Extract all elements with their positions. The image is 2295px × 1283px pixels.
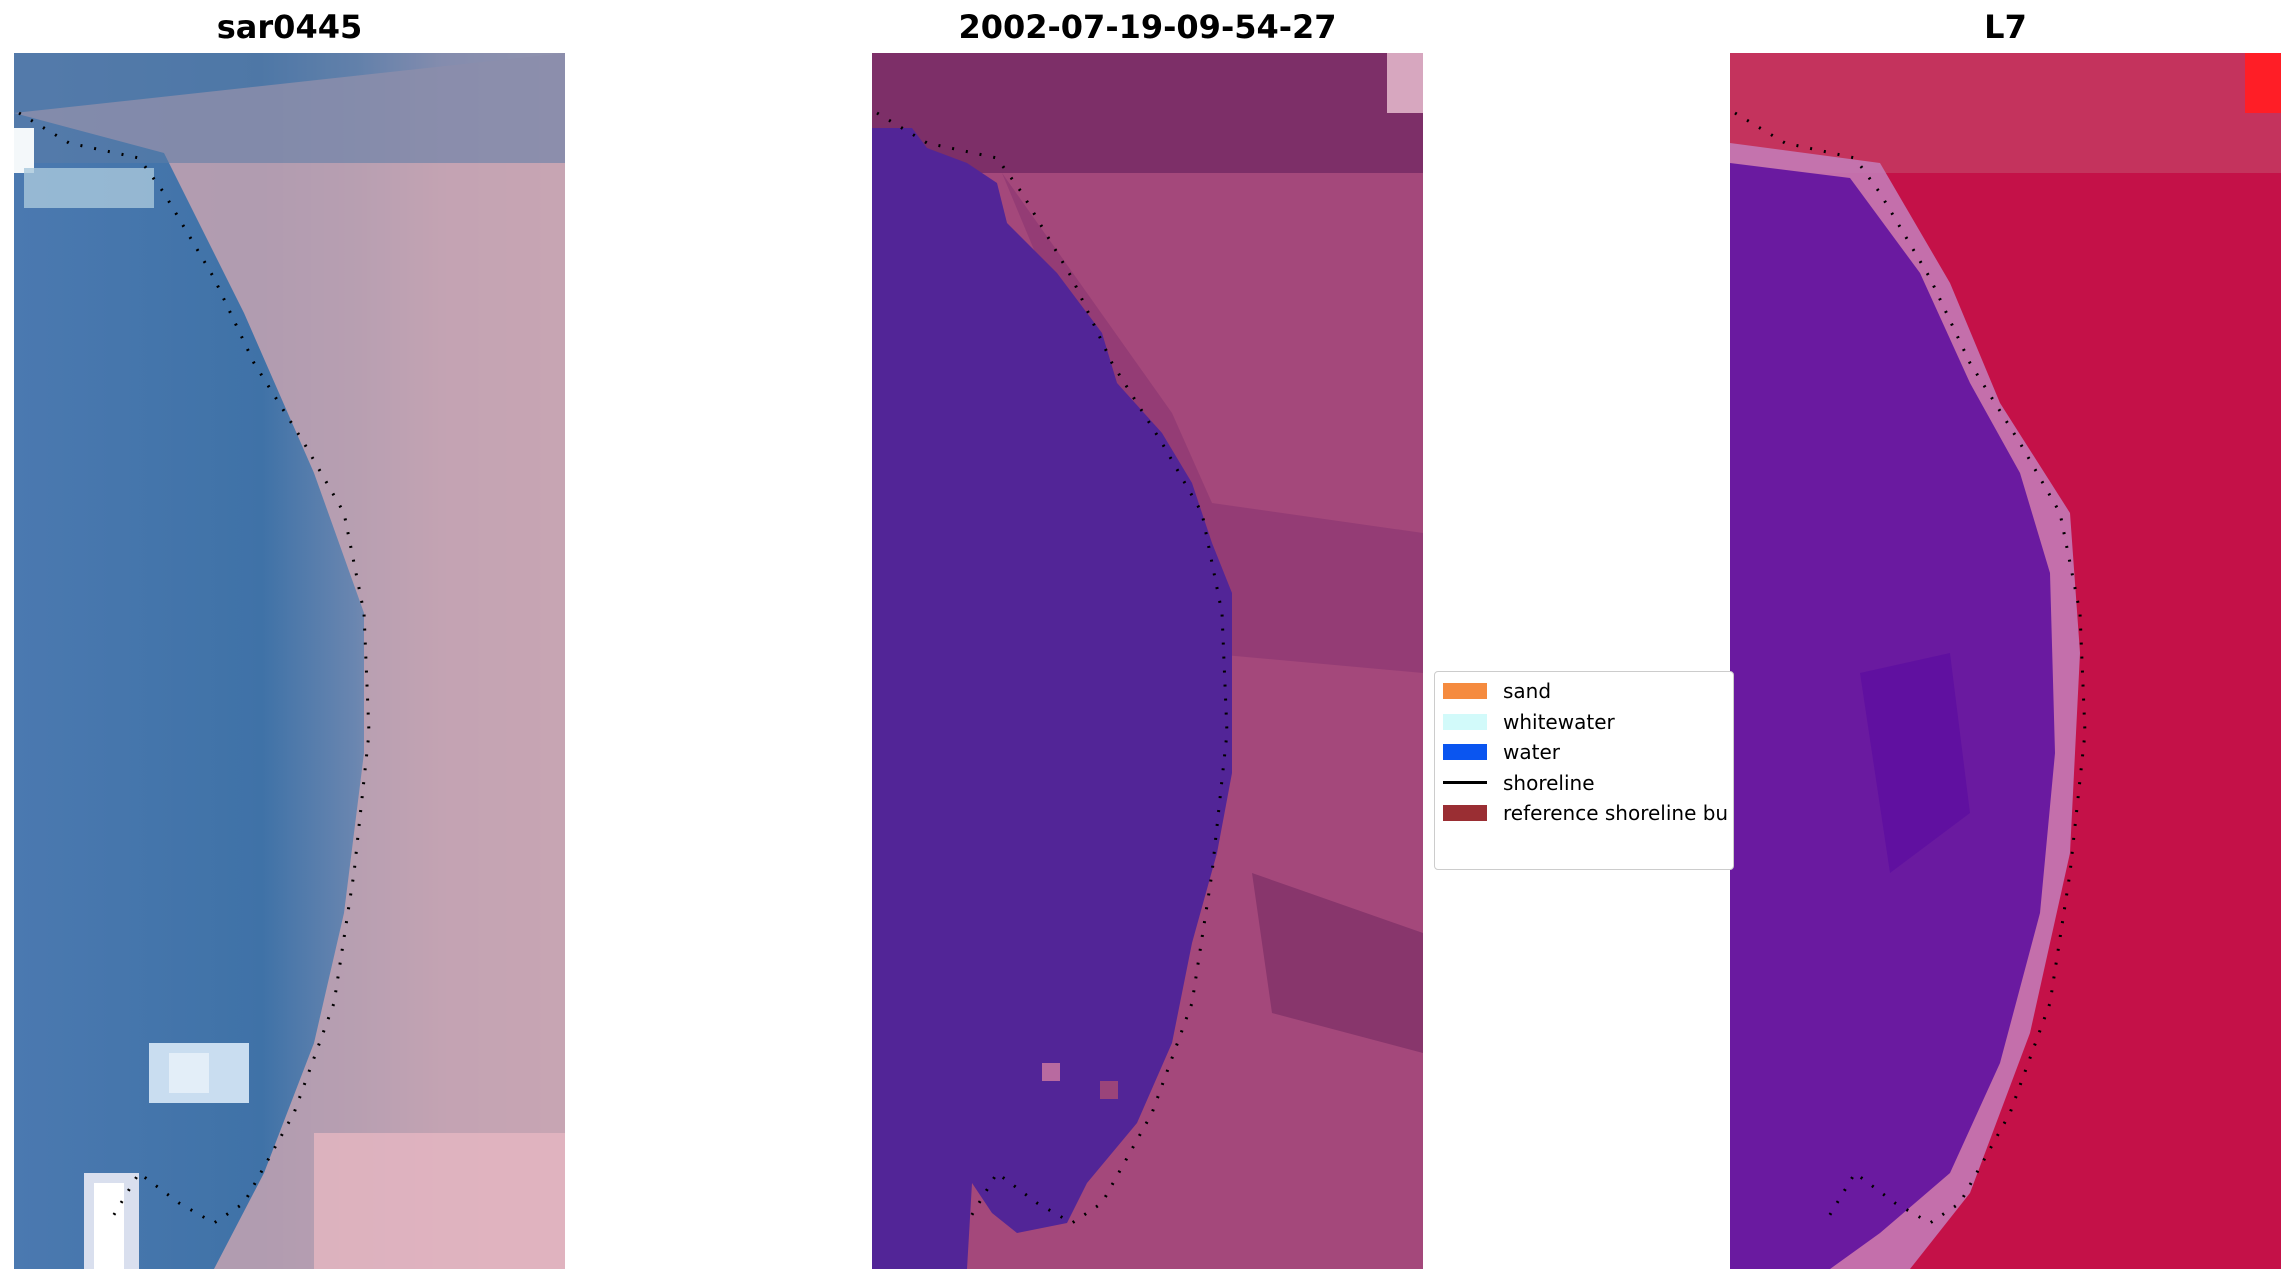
panel-title-rgb: sar0445 bbox=[216, 8, 363, 46]
legend-label-shoreline: shoreline bbox=[1503, 770, 1595, 795]
panel-rgb-image: sar0445 bbox=[14, 0, 565, 1283]
legend-item-water: water bbox=[1443, 737, 1733, 768]
l7-image bbox=[1730, 53, 2281, 1269]
water-swatch bbox=[1443, 744, 1487, 761]
classified-image bbox=[872, 53, 1423, 1269]
legend-item-whitewater: whitewater bbox=[1443, 707, 1733, 738]
sand-swatch bbox=[1443, 683, 1487, 700]
legend-item-reference-buffer: reference shoreline bu bbox=[1443, 798, 1733, 829]
rgb-image bbox=[14, 53, 565, 1269]
panel-title-l7: L7 bbox=[1984, 8, 2027, 46]
whitewater-swatch bbox=[1443, 713, 1487, 730]
legend: sand whitewater water shoreline referenc… bbox=[1434, 671, 1734, 870]
legend-item-sand: sand bbox=[1443, 676, 1733, 707]
panel-classified-image: 2002-07-19-09-54-27 bbox=[872, 0, 1423, 1283]
panel-l7-image: L7 bbox=[1730, 0, 2281, 1283]
legend-label-whitewater: whitewater bbox=[1503, 709, 1615, 734]
shoreline-line bbox=[1443, 781, 1487, 785]
legend-item-shoreline: shoreline bbox=[1443, 768, 1733, 799]
reference-buffer-swatch bbox=[1443, 805, 1487, 822]
legend-label-water: water bbox=[1503, 740, 1560, 765]
legend-label-sand: sand bbox=[1503, 679, 1552, 704]
legend-label-reference-buffer: reference shoreline bu bbox=[1503, 801, 1729, 826]
panel-title-date: 2002-07-19-09-54-27 bbox=[958, 8, 1337, 46]
